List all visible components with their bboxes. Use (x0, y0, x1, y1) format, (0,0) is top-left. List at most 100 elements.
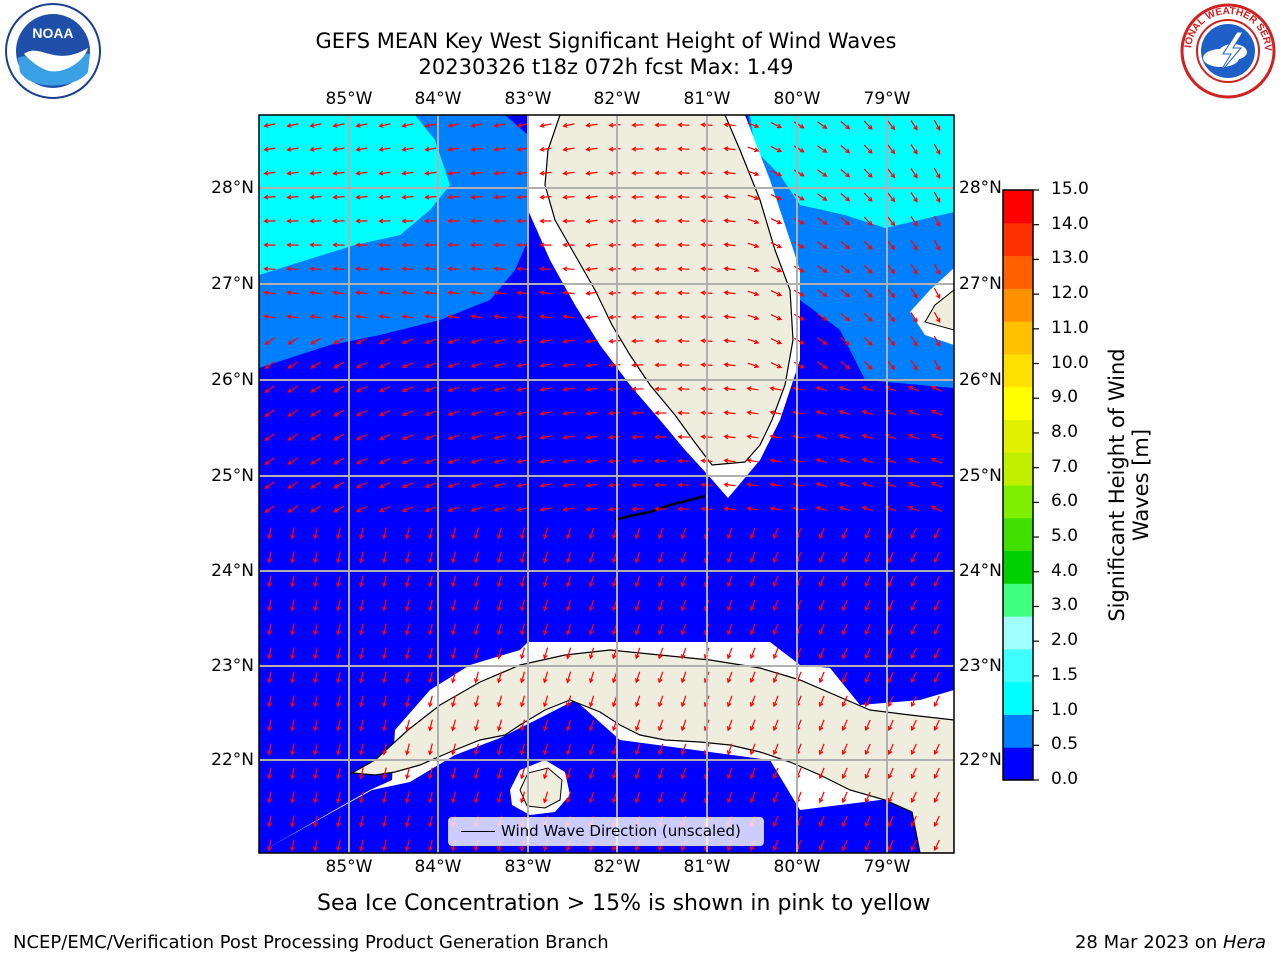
wave-direction-arrow-shaft (310, 409, 322, 417)
wave-direction-arrow-shaft (379, 434, 391, 440)
colorbar-segment (1003, 517, 1033, 552)
wave-direction-arrow-shaft (425, 362, 437, 368)
wave-direction-arrow-head (562, 123, 568, 128)
wave-direction-arrow-shaft (566, 791, 572, 803)
wave-direction-arrow-head (493, 435, 499, 440)
wave-direction-arrow-head (585, 410, 591, 416)
wave-direction-arrow-head (754, 195, 760, 201)
wave-direction-arrow-head (612, 846, 617, 852)
wave-direction-arrow-head (451, 846, 456, 852)
wave-direction-arrow-shaft (724, 195, 736, 199)
wave-direction-arrow-shaft (770, 387, 782, 391)
wave-direction-arrow-shaft (681, 575, 687, 587)
wave-direction-arrow-shaft (819, 527, 825, 539)
wave-direction-arrow-head (333, 339, 339, 345)
wave-direction-arrow-shaft (910, 312, 918, 322)
wave-direction-arrow-head (822, 364, 828, 369)
bahamas-land (924, 289, 954, 331)
wave-direction-arrow-head (263, 194, 269, 200)
wave-direction-arrow-shaft (425, 315, 437, 319)
wave-direction-arrow-shaft (494, 435, 506, 439)
wave-direction-arrow-shaft (933, 215, 941, 227)
wave-direction-arrow-head (657, 534, 663, 540)
wave-direction-arrow-head (864, 630, 870, 636)
wave-direction-arrow-shaft (291, 791, 295, 803)
wave-direction-arrow-shaft (609, 436, 621, 438)
wave-direction-arrow-shaft (448, 386, 460, 392)
wave-direction-arrow-shaft (291, 527, 295, 539)
colorbar-tick-label: 10.0 (1051, 352, 1089, 373)
wave-direction-arrow-head (818, 534, 824, 540)
wave-direction-arrow-shaft (287, 171, 299, 175)
wave-direction-arrow-head (497, 846, 502, 852)
wave-direction-arrow-shaft (681, 527, 687, 539)
wave-direction-arrow-head (336, 630, 341, 636)
wave-direction-arrow-shaft (288, 433, 298, 441)
wave-direction-arrow-shaft (635, 575, 641, 587)
wave-direction-arrow-head (608, 170, 614, 176)
wave-direction-arrow-head (333, 387, 339, 393)
wave-direction-arrow-shaft (563, 339, 575, 343)
wave-direction-arrow-head (799, 340, 805, 345)
wave-direction-arrow-head (310, 412, 316, 417)
wave-direction-arrow-shaft (543, 575, 549, 587)
wave-direction-arrow-shaft (773, 743, 779, 755)
wave-direction-arrow-head (867, 196, 873, 202)
wave-direction-arrow-shaft (793, 121, 805, 129)
wave-direction-arrow-shaft (770, 362, 782, 368)
wave-direction-arrow-head (746, 482, 752, 488)
wave-direction-arrow-head (657, 582, 663, 588)
wave-direction-arrow-shaft (747, 146, 759, 152)
wave-direction-arrow-head (447, 290, 453, 296)
wave-direction-arrow-head (520, 534, 525, 540)
wave-direction-arrow-head (447, 123, 453, 128)
wave-direction-arrow-shaft (333, 457, 345, 465)
wave-direction-arrow-shaft (310, 315, 322, 319)
wave-direction-arrow-head (864, 846, 870, 852)
wave-direction-arrow-head (287, 412, 293, 417)
wave-direction-arrow-shaft (566, 671, 572, 683)
wave-direction-arrow-head (754, 315, 760, 321)
colorbar-tick-label: 8.0 (1051, 421, 1079, 442)
wave-direction-arrow-shaft (773, 719, 779, 731)
wave-direction-arrow-shaft (520, 719, 526, 731)
wave-direction-arrow-head (310, 340, 316, 345)
wave-direction-arrow-head (497, 726, 502, 732)
wave-direction-arrow-shaft (452, 599, 456, 611)
wave-direction-arrow-head (841, 582, 847, 588)
wave-direction-arrow-head (263, 146, 269, 152)
wave-direction-arrow-shaft (268, 575, 272, 587)
wave-direction-arrow-head (700, 458, 706, 464)
wave-direction-arrow-head (933, 797, 939, 804)
wave-direction-arrow-shaft (566, 575, 572, 587)
wave-direction-arrow-shaft (609, 460, 621, 462)
wave-direction-arrow-shaft (586, 411, 598, 415)
wave-direction-arrow-shaft (863, 312, 873, 322)
wave-direction-arrow-shaft (773, 575, 779, 587)
wave-direction-arrow-shaft (566, 599, 572, 611)
wave-direction-arrow-head (401, 411, 407, 417)
wave-direction-arrow-head (585, 170, 591, 176)
wave-direction-arrow-shaft (425, 434, 437, 440)
wave-direction-arrow-shaft (452, 719, 456, 731)
wave-direction-arrow-head (910, 701, 916, 708)
wave-direction-arrow-shaft (865, 527, 871, 539)
wave-direction-arrow-head (657, 606, 663, 612)
wave-direction-arrow-shaft (337, 815, 341, 827)
colorbar-segment (1003, 747, 1033, 781)
wave-direction-arrow-head (700, 122, 706, 128)
wave-direction-arrow-shaft (475, 719, 479, 731)
lat-label-left: 25°N (211, 466, 254, 486)
lon-label-bottom: 83°W (504, 857, 552, 877)
wave-direction-arrow-shaft (911, 551, 917, 563)
wave-direction-arrow-shaft (288, 481, 298, 489)
wave-direction-arrow-shaft (747, 290, 759, 296)
wave-direction-arrow-head (382, 750, 387, 756)
wave-direction-arrow-head (818, 726, 824, 732)
wave-direction-arrow-head (286, 194, 292, 200)
wave-direction-arrow-head (700, 338, 706, 344)
wave-direction-arrow-head (470, 507, 476, 512)
wave-direction-arrow-head (887, 653, 893, 660)
wave-direction-arrow-shaft (471, 123, 483, 127)
wave-direction-arrow-shaft (383, 575, 387, 587)
